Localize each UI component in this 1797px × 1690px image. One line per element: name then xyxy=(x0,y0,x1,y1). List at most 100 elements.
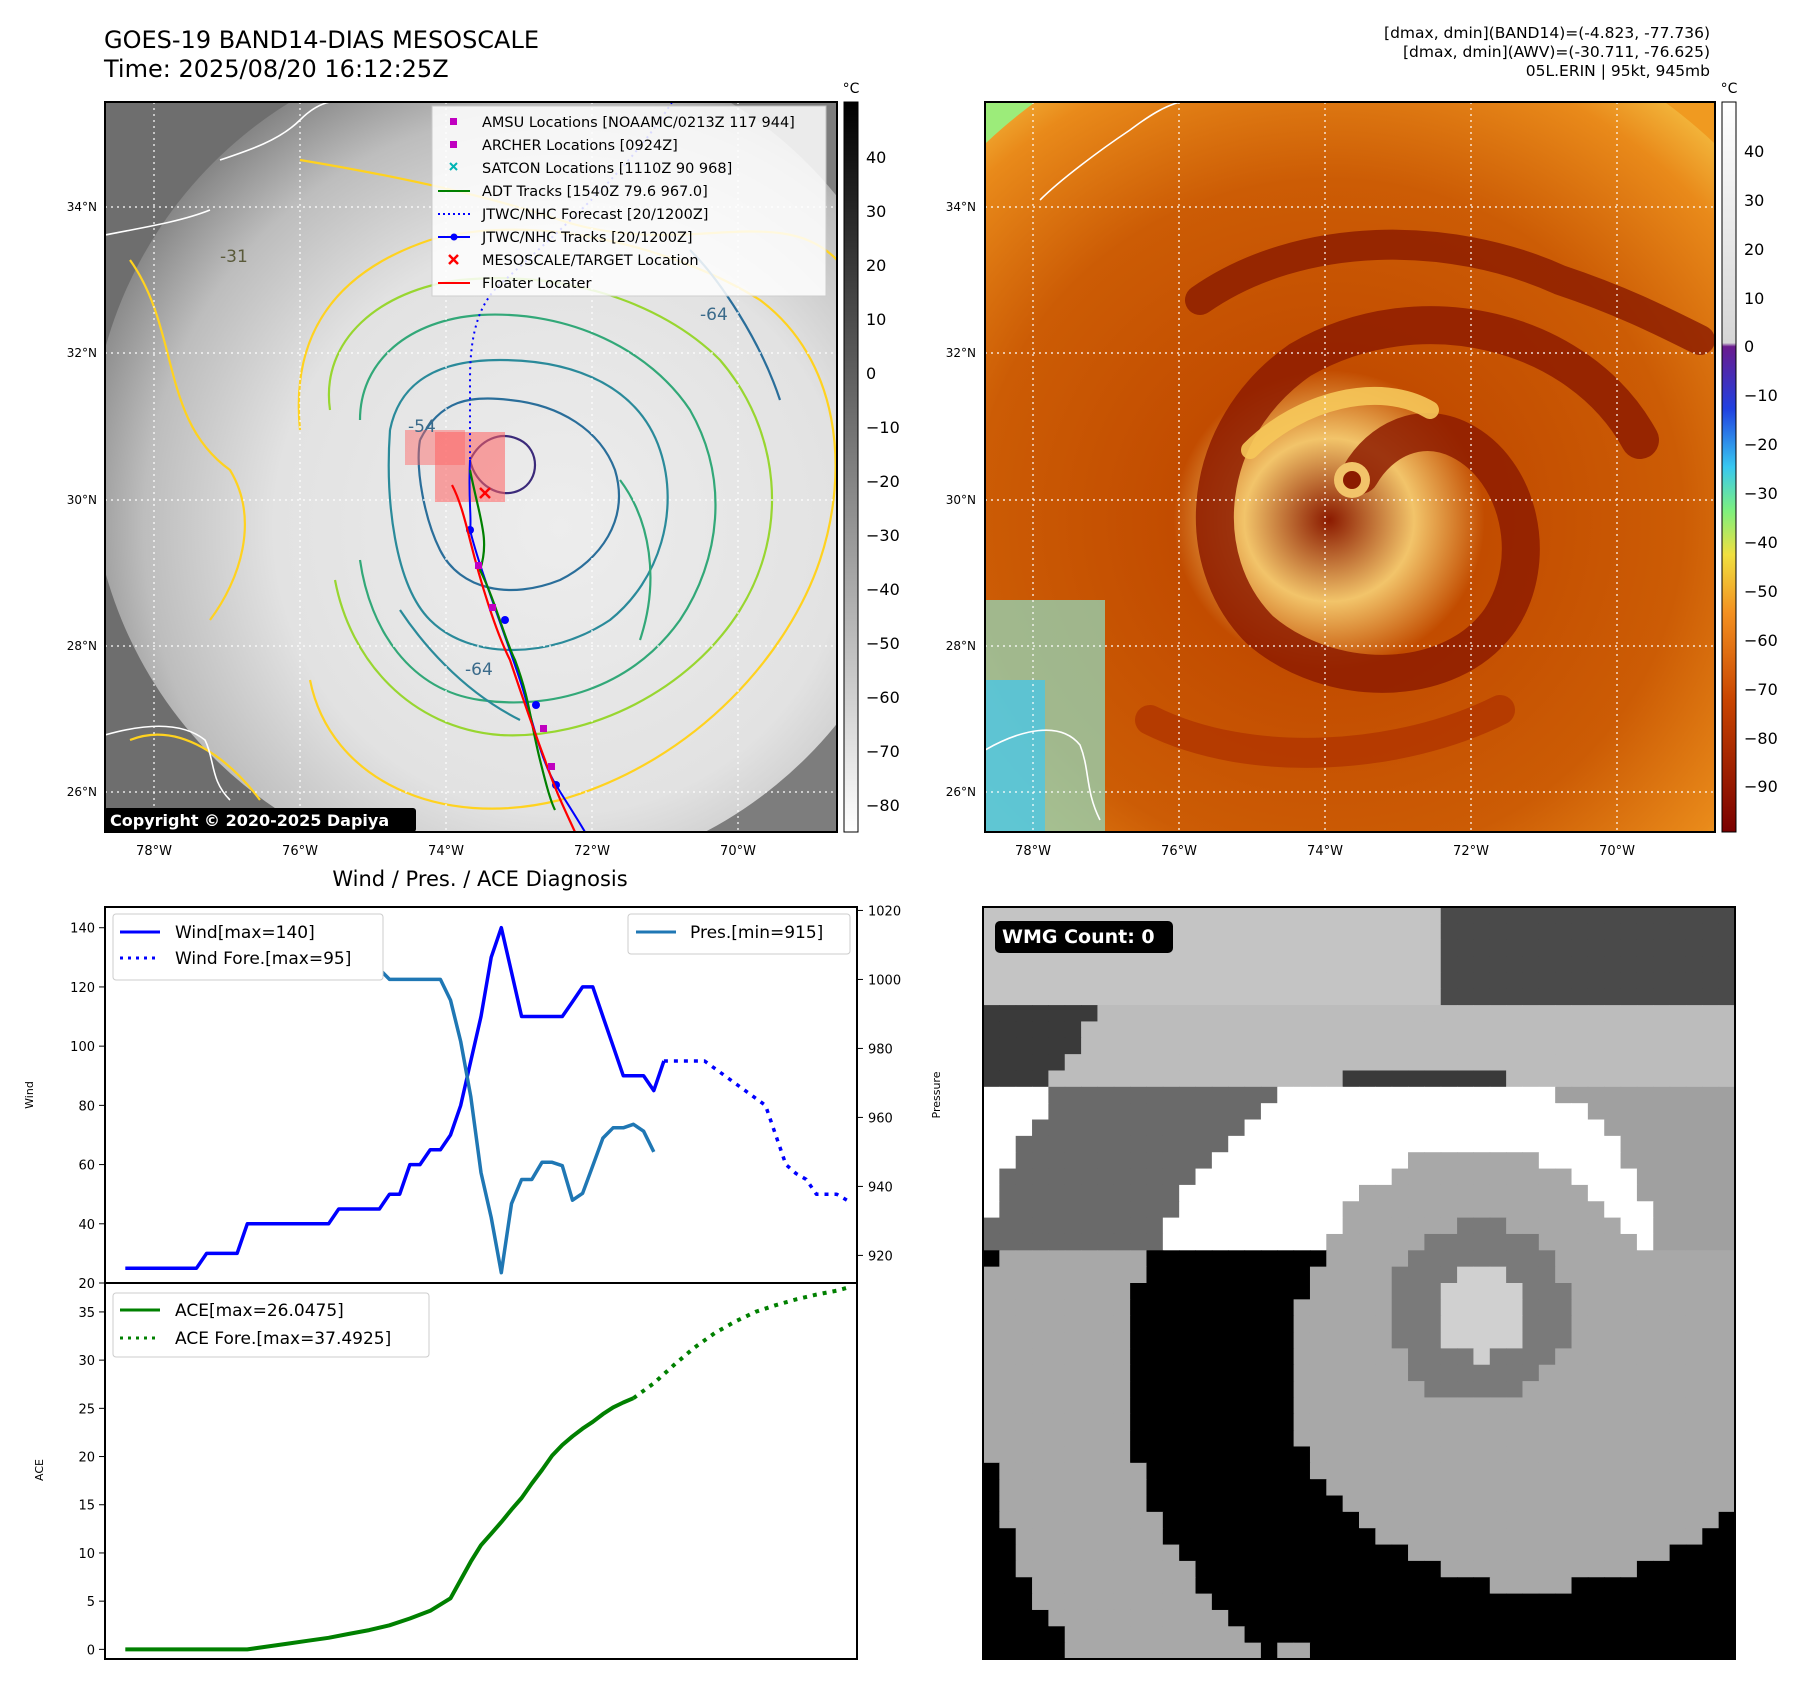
wmg-cell xyxy=(1375,1413,1393,1431)
wmg-cell xyxy=(1211,1299,1229,1317)
wmg-cell xyxy=(1309,1283,1327,1300)
wmg-cell xyxy=(1032,1544,1049,1562)
wmg-cell xyxy=(1424,1315,1442,1333)
wmg-cell xyxy=(1244,1103,1262,1121)
wmg-cell xyxy=(1375,1560,1393,1578)
wmg-cell xyxy=(1391,1103,1409,1121)
wmg-cell xyxy=(1702,1560,1720,1578)
wmg-cell xyxy=(1179,1037,1197,1055)
wmg-cell xyxy=(1032,1560,1049,1578)
wmg-cell xyxy=(1718,1250,1736,1268)
wmg-cell xyxy=(1375,1299,1393,1317)
wmg-cell xyxy=(1032,1283,1049,1300)
wmg-cell xyxy=(1179,939,1197,957)
wmg-cell xyxy=(1473,1544,1491,1562)
wmg-cell xyxy=(1391,1168,1409,1186)
wmg-cell xyxy=(1587,1609,1605,1627)
wmg-cell xyxy=(1375,956,1393,973)
wmg-cell xyxy=(1244,1168,1262,1186)
wmg-cell xyxy=(1326,1528,1344,1546)
wmg-cell xyxy=(1489,1593,1507,1611)
wmg-cell xyxy=(1424,1413,1442,1431)
wmg-cell xyxy=(1702,1233,1720,1251)
wmg-cell xyxy=(1260,1364,1278,1382)
wmg-cell xyxy=(1081,1005,1098,1022)
wmg-cell xyxy=(1277,1528,1295,1546)
wmg-cell xyxy=(1522,988,1540,1006)
wmg-cell xyxy=(1555,1201,1573,1219)
wmg-cell xyxy=(1653,1217,1671,1235)
wmg-cell xyxy=(1538,1184,1556,1202)
wmg-cell xyxy=(1309,1119,1327,1137)
colorbar-tick: −60 xyxy=(866,688,900,707)
wmg-cell xyxy=(1113,1201,1131,1219)
wmg-cell xyxy=(1359,1397,1376,1415)
wmg-cell xyxy=(1244,1315,1262,1333)
wmg-cell xyxy=(1702,1511,1720,1529)
wmg-cell xyxy=(1293,1070,1311,1088)
wmg-cell xyxy=(1048,1135,1066,1153)
wmg-cell xyxy=(983,1152,1000,1170)
ace-tick-label: 25 xyxy=(78,1402,95,1417)
wmg-cell xyxy=(1538,1479,1556,1497)
wmg-cell xyxy=(1342,1381,1360,1398)
lat-label: 26°N xyxy=(67,785,97,799)
wmg-cell xyxy=(1702,1184,1720,1202)
wmg-cell xyxy=(1440,1593,1458,1611)
wmg-cell xyxy=(1097,1217,1115,1235)
wmg-cell xyxy=(1228,1593,1246,1611)
wmg-cell xyxy=(1162,1626,1180,1644)
wmg-cell xyxy=(1048,1495,1066,1513)
wmg-cell xyxy=(1293,1119,1311,1137)
wmg-cell xyxy=(1228,1364,1246,1382)
wmg-cell xyxy=(1620,1086,1638,1104)
wmg-cell xyxy=(1555,1413,1573,1431)
wmg-cell xyxy=(1244,1184,1262,1202)
wmg-cell xyxy=(1342,1005,1360,1022)
wmg-cell xyxy=(1211,1184,1229,1202)
wmg-cell xyxy=(1702,1070,1720,1088)
wmg-cell xyxy=(1587,1642,1605,1660)
wmg-cell xyxy=(1113,1560,1131,1578)
wmg-cell xyxy=(1195,1299,1213,1317)
wmg-cell xyxy=(1277,1479,1295,1497)
wmg-cell xyxy=(1685,956,1703,973)
wmg-cell xyxy=(1195,1152,1213,1170)
wmg-cell xyxy=(1293,1054,1311,1071)
wmg-cell xyxy=(1489,1103,1507,1121)
wmg-cell xyxy=(1506,1005,1523,1022)
lon-label: 78°W xyxy=(1015,844,1051,859)
wmg-cell xyxy=(1620,1103,1638,1121)
wmg-cell xyxy=(1702,1397,1720,1415)
wmg-cell xyxy=(1620,1250,1638,1268)
wmg-cell xyxy=(1015,1495,1033,1513)
wmg-cell xyxy=(1636,923,1654,941)
wmg-cell xyxy=(1032,1381,1049,1398)
wmg-cell xyxy=(1506,1626,1523,1644)
wmg-cell xyxy=(1440,1005,1458,1022)
contour-label-4: -31 xyxy=(220,247,248,267)
wmg-cell xyxy=(1489,1119,1507,1137)
wmg-cell xyxy=(1506,1332,1523,1349)
wmg-cell xyxy=(1653,1152,1671,1170)
wmg-cell xyxy=(1702,1054,1720,1071)
wmg-cell xyxy=(1506,1233,1523,1251)
wmg-cell xyxy=(1506,956,1523,973)
wmg-cell xyxy=(1653,1511,1671,1529)
wmg-cell xyxy=(1277,1544,1295,1562)
wmg-cell xyxy=(1211,1005,1229,1022)
wmg-cell xyxy=(1048,1364,1066,1382)
wmg-cell xyxy=(1587,956,1605,973)
wmg-cell xyxy=(1342,1446,1360,1464)
wmg-cell xyxy=(1293,1152,1311,1170)
stats-line3: 05L.ERIN | 95kt, 945mb xyxy=(1525,62,1710,80)
lon-label: 74°W xyxy=(1307,844,1343,859)
wmg-cell xyxy=(1408,1446,1425,1464)
wmg-cell xyxy=(1473,1479,1491,1497)
wmg-cell xyxy=(1326,1266,1344,1284)
wmg-cell xyxy=(1702,1364,1720,1382)
wmg-cell xyxy=(1489,1005,1507,1022)
wmg-cell xyxy=(1718,1266,1736,1284)
ace-tick-label: 5 xyxy=(87,1595,95,1610)
wmg-cell xyxy=(1375,1266,1393,1284)
